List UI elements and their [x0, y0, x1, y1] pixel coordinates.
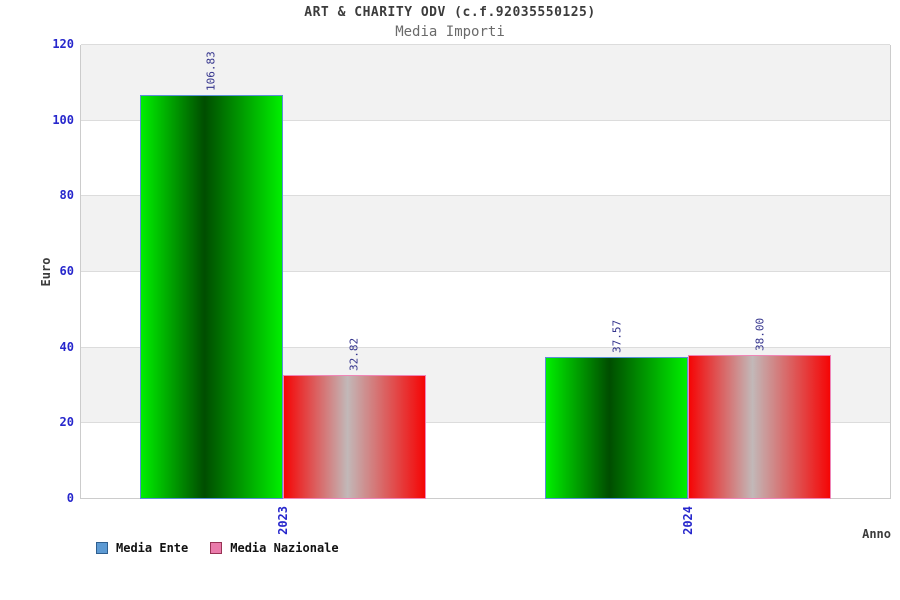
y-tick-label: 120 — [52, 37, 74, 51]
bar-media-ente-2023 — [139, 94, 283, 499]
bar-value-label: 106.83 — [204, 51, 218, 91]
x-tick-label: 2024 — [681, 506, 696, 535]
chart-legend: Media Ente Media Nazionale — [96, 541, 339, 555]
chart-title: ART & CHARITY ODV (c.f.92035550125) — [304, 5, 596, 20]
bar-media-ente-2024 — [545, 356, 689, 499]
y-tick-label: 100 — [52, 112, 74, 127]
bar-value-label: 38.00 — [753, 318, 767, 352]
bar-media-nazionale-2023 — [282, 374, 426, 499]
gridline — [81, 119, 890, 121]
gridline — [81, 44, 890, 45]
gridline — [81, 271, 890, 272]
gridline — [81, 346, 890, 348]
legend-item-media-ente: Media Ente — [96, 541, 188, 555]
y-tick-label: 40 — [59, 339, 74, 354]
bar-value-label: 32.82 — [347, 337, 361, 371]
legend-label: Media Nazionale — [230, 541, 339, 555]
y-tick-label: 20 — [59, 415, 74, 430]
x-axis-label: Anno — [862, 527, 891, 541]
bar-media-nazionale-2024 — [688, 355, 832, 499]
x-tick-label: 2023 — [275, 506, 290, 535]
y-tick-label: 0 — [66, 491, 74, 505]
y-tick-label: 80 — [59, 188, 74, 203]
legend-swatch-icon — [210, 542, 223, 554]
chart-subtitle: Media Importi — [395, 24, 505, 40]
legend-swatch-icon — [96, 542, 108, 554]
gridline — [81, 195, 890, 197]
bar-value-label: 37.57 — [610, 319, 624, 353]
legend-item-media-nazionale: Media Nazionale — [210, 541, 339, 555]
legend-label: Media Ente — [116, 541, 189, 555]
gridline — [81, 422, 890, 424]
y-tick-label: 60 — [59, 264, 74, 278]
